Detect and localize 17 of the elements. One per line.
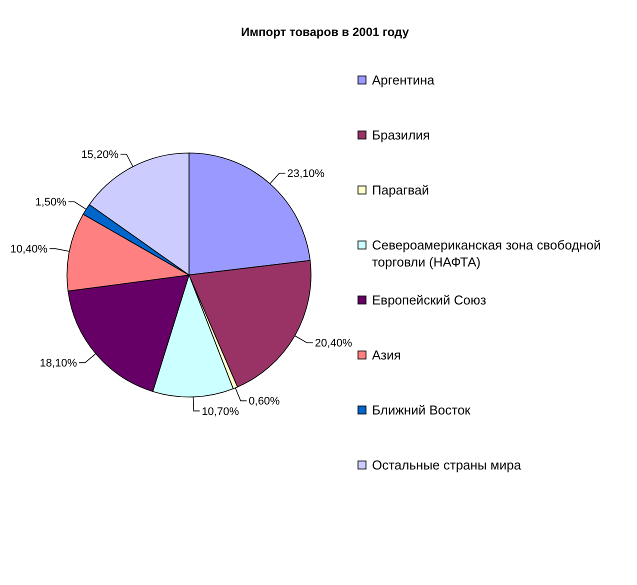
data-label: 20,40% <box>314 338 352 350</box>
legend-label: Аргентина <box>372 72 436 88</box>
chart-title: Импорт товаров в 2001 году <box>241 25 410 39</box>
data-label: 10,70% <box>202 406 240 418</box>
data-label: 10,40% <box>10 244 48 256</box>
legend-label: Ближний Восток <box>372 402 471 418</box>
data-label: 0,60% <box>248 396 280 408</box>
data-label: 15,20% <box>81 149 119 162</box>
data-label: 23,10% <box>287 168 325 180</box>
legend-label: Парагвай <box>372 182 430 198</box>
data-label: 1,50% <box>35 196 67 209</box>
legend-label: Бразилия <box>372 128 430 143</box>
legend-label: Остальные страны мира <box>372 458 522 473</box>
legend-label: Европейский Союз <box>372 292 486 308</box>
legend-label: Североамериканская зона свободной торговли (НАФТА) <box>372 238 601 270</box>
legend-label: Азия <box>372 348 401 363</box>
data-label: 18,10% <box>40 358 78 370</box>
